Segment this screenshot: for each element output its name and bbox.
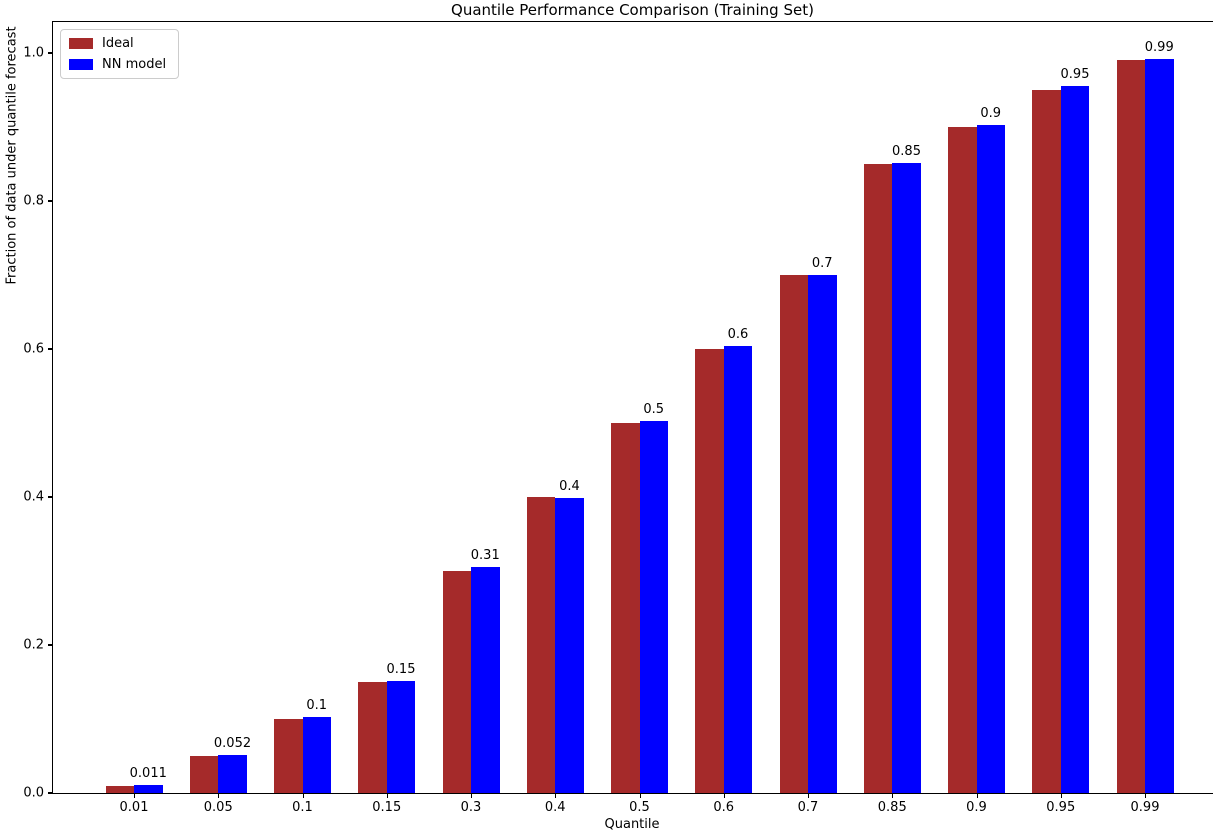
x-tick-mark: [471, 793, 473, 798]
bar-value-label: 0.95: [1060, 67, 1090, 83]
bar-ideal-0.01: [105, 785, 134, 793]
chart-title: Quantile Performance Comparison (Trainin…: [451, 1, 814, 19]
bar-nn-model-0.01: [134, 784, 163, 793]
y-tick-label: 1.0: [23, 45, 44, 61]
x-axis-label: Quantile: [604, 817, 660, 832]
x-tick-label: 0.3: [460, 800, 482, 815]
y-axis-label: Fraction of data under quantile forecast: [4, 26, 20, 285]
bar-value-label: 0.011: [129, 765, 167, 781]
legend: Ideal NN model: [60, 29, 180, 79]
x-tick-label: 0.7: [797, 800, 819, 815]
bar-nn-model-0.85: [892, 163, 921, 793]
bar-ideal-0.99: [1116, 60, 1145, 793]
bar-ideal-0.85: [863, 164, 893, 793]
x-tick-label: 0.01: [119, 800, 149, 815]
legend-label-nn-model: NN model: [102, 57, 167, 72]
bar-nn-model-0.7: [808, 275, 837, 793]
bar-nn-model-0.1: [302, 716, 331, 793]
bar-ideal-0.15: [358, 682, 387, 793]
bar-nn-model-0.4: [555, 498, 584, 793]
y-tick-mark: [48, 496, 53, 498]
bar-ideal-0.5: [611, 423, 640, 793]
bar-value-label: 0.15: [386, 661, 416, 677]
x-tick-mark: [1145, 793, 1147, 798]
bar-ideal-0.1: [274, 719, 303, 793]
x-tick-label: 0.9: [966, 800, 987, 815]
bar-ideal-0.7: [779, 275, 808, 793]
x-tick-label: 0.85: [877, 800, 907, 815]
legend-swatch-ideal: [69, 38, 93, 49]
x-tick-mark: [218, 793, 220, 798]
y-tick-label: 0.4: [23, 489, 44, 505]
bar-value-label: 0.7: [811, 256, 833, 271]
legend-swatch-nn-model: [69, 59, 93, 70]
bar-nn-model-0.15: [386, 680, 416, 793]
bar-value-label: 0.9: [980, 105, 1002, 121]
y-tick-mark: [48, 644, 53, 646]
plot-area: Ideal NN model 0.011 0.052 0.1 0.15 0.31 0.4 0…: [23, 21, 1213, 815]
x-tick-mark: [134, 793, 136, 798]
x-tick-label: 0.1: [292, 800, 313, 815]
x-tick-label: 0.6: [713, 800, 735, 815]
bar-ideal-0.95: [1032, 90, 1061, 793]
bar-value-label: 0.99: [1144, 39, 1174, 55]
x-tick-mark: [639, 793, 641, 798]
x-tick-mark: [555, 793, 557, 798]
y-tick-label: 0.8: [23, 193, 44, 209]
bar-value-label: 0.1: [306, 697, 328, 713]
y-tick-mark: [48, 200, 53, 202]
bar-value-label: 0.052: [213, 735, 252, 751]
bar-nn-model-0.9: [976, 124, 1005, 793]
x-tick-label: 0.05: [203, 800, 233, 815]
bar-ideal-0.3: [442, 571, 471, 793]
y-tick-label: 0.2: [23, 637, 44, 653]
x-tick-label: 0.99: [1130, 800, 1160, 815]
bar-ideal-0.9: [948, 127, 977, 793]
y-tick-mark: [48, 348, 53, 350]
x-tick-label: 0.95: [1046, 800, 1076, 815]
legend-label-ideal: Ideal: [102, 36, 134, 51]
bar-value-label: 0.85: [892, 144, 921, 160]
bar-nn-model-0.99: [1145, 58, 1174, 793]
bar-value-label: 0.6: [727, 327, 749, 343]
bar-ideal-0.4: [526, 497, 556, 793]
bar-nn-model-0.5: [639, 420, 668, 793]
x-tick-label: 0.5: [629, 800, 650, 815]
bar-nn-model-0.95: [1060, 86, 1090, 793]
y-tick-mark: [48, 792, 53, 794]
bar-nn-model-0.3: [471, 567, 500, 793]
bar-ideal-0.6: [695, 349, 724, 793]
y-tick-label: 0.0: [23, 785, 44, 801]
y-tick-label: 0.6: [23, 341, 44, 357]
bar-ideal-0.05: [189, 756, 219, 793]
bar-nn-model-0.05: [218, 754, 247, 793]
bar-value-label: 0.5: [643, 401, 665, 417]
x-tick-mark: [892, 793, 894, 798]
x-tick-mark: [808, 793, 810, 798]
x-tick-mark: [723, 793, 725, 798]
legend-entry-ideal: Ideal: [69, 36, 166, 51]
x-tick-label: 0.15: [372, 800, 402, 815]
x-tick-mark: [1060, 793, 1062, 798]
x-tick-mark: [386, 793, 388, 798]
bar-nn-model-0.6: [723, 346, 753, 793]
x-tick-label: 0.4: [544, 800, 566, 815]
legend-entry-nn-model: NN model: [69, 57, 166, 72]
x-tick-mark: [976, 793, 978, 798]
y-tick-mark: [48, 52, 53, 54]
x-tick-mark: [302, 793, 304, 798]
bar-value-label: 0.4: [559, 479, 580, 495]
bar-value-label: 0.31: [470, 548, 500, 564]
